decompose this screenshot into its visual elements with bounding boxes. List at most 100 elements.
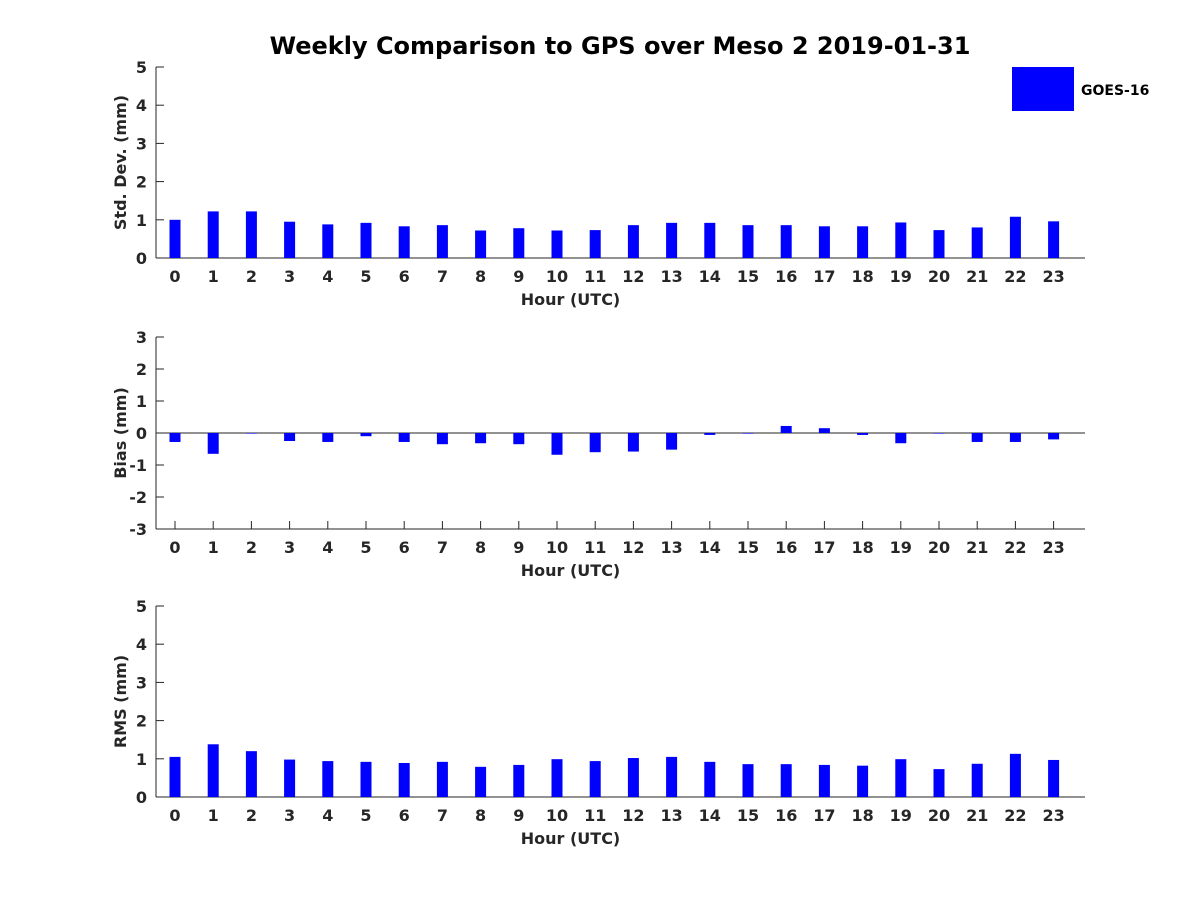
bar-bias-hour-21 — [971, 433, 983, 442]
x-tick-label: 17 — [813, 806, 835, 825]
bar-std-dev-hour-13 — [666, 222, 678, 258]
x-tick-label: 6 — [399, 267, 410, 286]
x-tick-label: 17 — [813, 267, 835, 286]
bar-rms-hour-7 — [436, 761, 448, 797]
x-axis-label: Hour (UTC) — [521, 829, 621, 848]
y-tick-label: 0 — [136, 249, 147, 268]
y-tick-label: 3 — [136, 134, 147, 153]
x-tick-label: 18 — [851, 538, 873, 557]
x-tick-label: 11 — [584, 806, 606, 825]
x-tick-label: 8 — [475, 806, 486, 825]
x-tick-label: 0 — [169, 806, 180, 825]
y-tick-label: 1 — [136, 750, 147, 769]
x-tick-label: 23 — [1042, 806, 1064, 825]
bar-rms-hour-15 — [742, 764, 754, 797]
x-tick-label: 6 — [399, 538, 410, 557]
x-tick-label: 10 — [546, 267, 568, 286]
x-tick-label: 19 — [890, 806, 912, 825]
y-tick-label: 2 — [136, 360, 147, 379]
x-tick-label: 8 — [475, 267, 486, 286]
x-tick-label: 22 — [1004, 806, 1026, 825]
bar-bias-hour-10 — [551, 433, 563, 455]
chart-title: Weekly Comparison to GPS over Meso 2 201… — [270, 32, 971, 60]
bar-rms-hour-17 — [818, 764, 830, 797]
x-tick-label: 0 — [169, 267, 180, 286]
x-tick-label: 20 — [928, 267, 950, 286]
y-tick-label: 2 — [136, 173, 147, 192]
bar-bias-hour-5 — [360, 433, 372, 437]
x-tick-label: 17 — [813, 538, 835, 557]
x-tick-label: 11 — [584, 267, 606, 286]
bar-rms-hour-2 — [245, 751, 257, 797]
y-axis-label: Bias (mm) — [111, 387, 130, 479]
x-tick-label: 18 — [851, 267, 873, 286]
x-tick-label: 10 — [546, 806, 568, 825]
bar-bias-hour-19 — [895, 433, 907, 444]
bar-std-dev-hour-6 — [398, 226, 410, 258]
bar-rms-hour-3 — [284, 759, 296, 797]
x-tick-label: 16 — [775, 538, 797, 557]
bar-bias-hour-15 — [742, 433, 754, 434]
x-tick-label: 14 — [699, 538, 721, 557]
x-tick-label: 1 — [208, 267, 219, 286]
x-tick-label: 8 — [475, 538, 486, 557]
bar-rms-hour-12 — [627, 758, 639, 797]
bar-bias-hour-22 — [1009, 433, 1021, 442]
x-tick-label: 6 — [399, 806, 410, 825]
x-tick-label: 21 — [966, 538, 988, 557]
y-axis-label: Std. Dev. (mm) — [111, 95, 130, 230]
x-tick-label: 20 — [928, 806, 950, 825]
bar-rms-hour-6 — [398, 763, 410, 797]
bar-std-dev-hour-21 — [971, 227, 983, 258]
x-tick-label: 23 — [1042, 267, 1064, 286]
bar-std-dev-hour-11 — [589, 230, 601, 258]
y-tick-label: 3 — [136, 328, 147, 347]
x-tick-label: 12 — [622, 267, 644, 286]
y-axis-label: RMS (mm) — [111, 655, 130, 748]
bar-std-dev-hour-12 — [627, 225, 639, 258]
x-tick-label: 4 — [322, 538, 333, 557]
bar-std-dev-hour-18 — [857, 226, 869, 258]
bar-bias-hour-6 — [398, 433, 410, 442]
bar-rms-hour-22 — [1009, 753, 1021, 797]
bar-rms-hour-20 — [933, 769, 945, 797]
x-tick-label: 9 — [513, 806, 524, 825]
x-tick-label: 3 — [284, 267, 295, 286]
x-tick-label: 5 — [360, 806, 371, 825]
x-tick-label: 12 — [622, 806, 644, 825]
bar-rms-hour-9 — [513, 764, 525, 797]
bar-rms-hour-5 — [360, 761, 372, 797]
bar-std-dev-hour-23 — [1048, 221, 1060, 258]
bar-bias-hour-8 — [475, 433, 487, 444]
bar-std-dev-hour-17 — [818, 226, 830, 258]
y-tick-label: -1 — [129, 456, 147, 475]
bar-std-dev-hour-15 — [742, 225, 754, 258]
x-axis-label: Hour (UTC) — [521, 561, 621, 580]
x-tick-label: 1 — [208, 806, 219, 825]
y-tick-label: 5 — [136, 597, 147, 616]
x-tick-label: 14 — [699, 267, 721, 286]
y-tick-label: 0 — [136, 788, 147, 807]
y-tick-label: -3 — [129, 520, 147, 539]
x-tick-label: 11 — [584, 538, 606, 557]
y-tick-label: 0 — [136, 424, 147, 443]
x-tick-label: 13 — [660, 267, 682, 286]
bar-bias-hour-18 — [857, 433, 869, 435]
legend: GOES-16 — [1012, 67, 1149, 111]
bar-std-dev-hour-14 — [704, 222, 716, 258]
bar-bias-hour-3 — [284, 433, 296, 441]
x-tick-label: 13 — [660, 806, 682, 825]
bar-bias-hour-1 — [207, 433, 219, 454]
bar-rms-hour-18 — [857, 765, 869, 797]
x-tick-label: 4 — [322, 806, 333, 825]
bar-std-dev-hour-16 — [780, 225, 792, 258]
bar-rms-hour-23 — [1048, 759, 1060, 797]
bar-bias-hour-17 — [818, 428, 830, 433]
x-tick-label: 7 — [437, 806, 448, 825]
x-tick-label: 10 — [546, 538, 568, 557]
bar-std-dev-hour-22 — [1009, 216, 1021, 258]
bar-bias-hour-4 — [322, 433, 334, 442]
x-axis-label: Hour (UTC) — [521, 290, 621, 309]
bar-std-dev-hour-9 — [513, 228, 525, 258]
x-tick-label: 12 — [622, 538, 644, 557]
